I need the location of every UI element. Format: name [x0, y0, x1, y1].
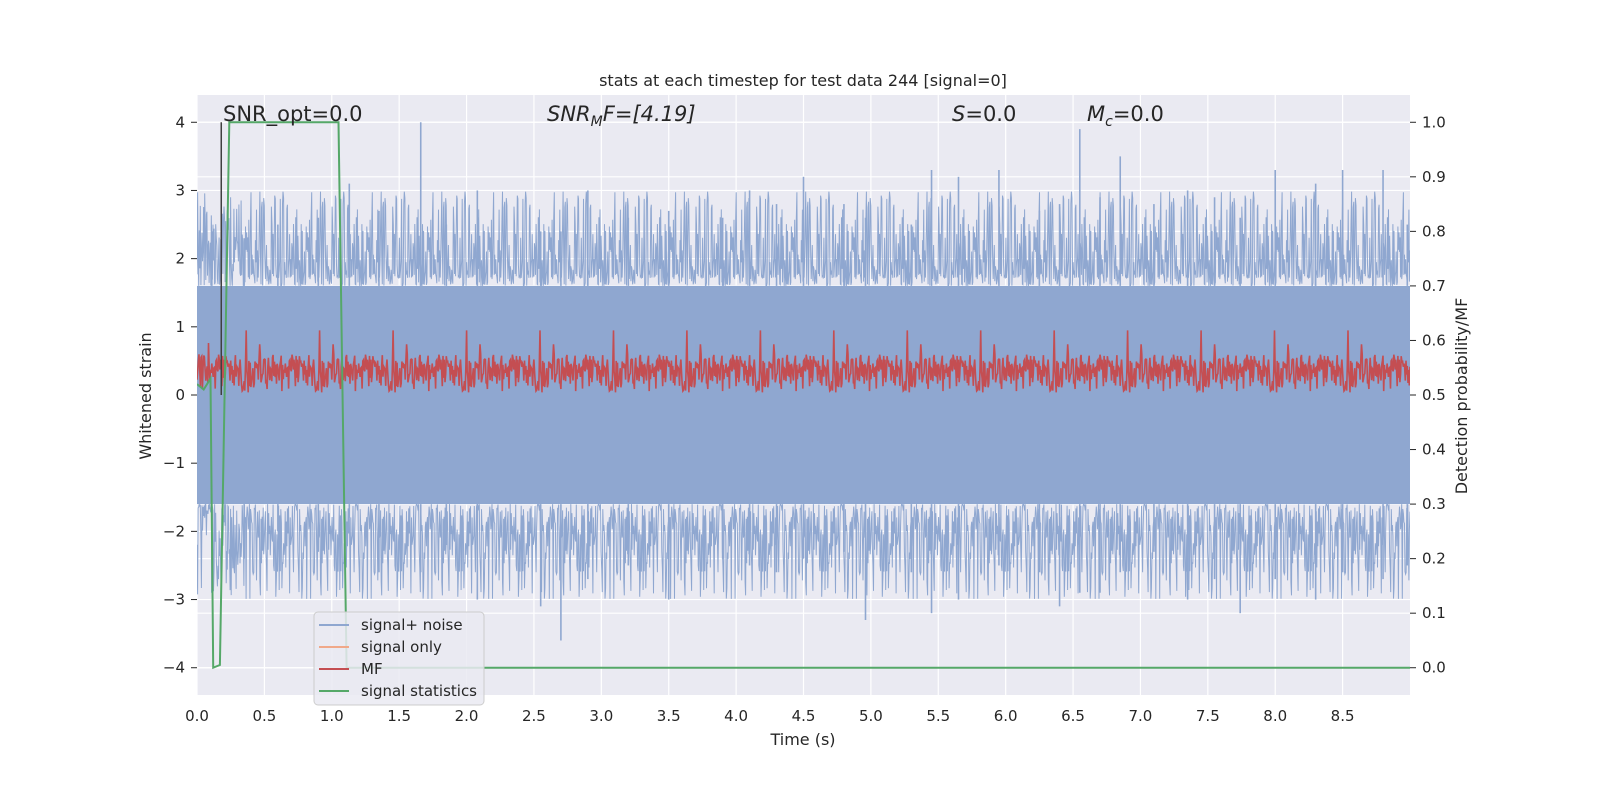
x-tick-label: 0.5 [252, 707, 276, 725]
x-tick-label: 1.5 [387, 707, 411, 725]
y-tick-label-right: 0.3 [1422, 495, 1446, 513]
y-tick-label-left: −4 [163, 659, 185, 677]
x-tick-label: 4.0 [724, 707, 748, 725]
y-tick-label-left: −2 [163, 522, 185, 540]
y-axis-left-label: Whitened strain [136, 332, 155, 459]
chart-title: stats at each timestep for test data 244… [599, 71, 1007, 90]
annotation-mc-main: M [1087, 102, 1105, 126]
series-signal-noise [197, 122, 1410, 641]
x-tick-label: 2.5 [522, 707, 546, 725]
y-tick-label-left: 2 [175, 250, 185, 268]
x-tick-label: 5.0 [859, 707, 883, 725]
annotation-mc-rest: =0.0 [1113, 102, 1164, 126]
x-axis-ticks: 0.0 0.5 1.0 1.5 2.0 2.5 3.0 3.5 4.0 4.5 5.0 5.5 6.0 6… [185, 707, 1354, 725]
x-tick-label: 7.0 [1129, 707, 1153, 725]
x-tick-label: 0.0 [185, 707, 209, 725]
y-tick-label-right: 0.1 [1422, 604, 1446, 622]
plot-area [197, 121, 1410, 670]
y-tick-label-right: 1.0 [1422, 113, 1446, 131]
x-axis-label: Time (s) [769, 730, 835, 749]
annotation-s-main: S [952, 102, 965, 126]
y-tick-label-left: 4 [175, 113, 185, 131]
x-tick-label: 1.0 [320, 707, 344, 725]
mf-trace [197, 330, 1410, 394]
y-axis-right-label: Detection probability/MF [1452, 298, 1471, 495]
y-tick-label-left: −1 [163, 454, 185, 472]
x-tick-label: 8.0 [1263, 707, 1287, 725]
y-tick-label-right: 0.4 [1422, 441, 1446, 459]
noise-band [197, 285, 1410, 505]
annotation-snr-mf-rest: F=[4.19] [603, 102, 696, 126]
y-tick-label-left: −3 [163, 591, 185, 609]
legend-label-signal-statistics: signal statistics [361, 682, 477, 700]
y-tick-label-right: 0.5 [1422, 386, 1446, 404]
x-tick-label: 7.5 [1196, 707, 1220, 725]
annotation-s-rest: =0.0 [965, 102, 1016, 126]
annotation-snr-opt: SNR_opt=0.0 [223, 102, 363, 127]
x-tick-label: 6.0 [994, 707, 1018, 725]
legend-label-signal-only: signal only [361, 638, 442, 656]
x-tick-label: 2.0 [455, 707, 479, 725]
x-tick-label: 3.0 [589, 707, 613, 725]
legend-label-mf: MF [361, 660, 383, 678]
x-tick-label: 4.5 [792, 707, 816, 725]
x-tick-label: 5.5 [926, 707, 950, 725]
annotation-mc: Mc=0.0 [1087, 102, 1164, 130]
annotation-mc-sub: c [1105, 114, 1113, 130]
y-axis-left-ticks: −4 −3 −2 −1 0 1 2 3 4 [163, 113, 197, 677]
y-tick-label-right: 0.6 [1422, 331, 1446, 349]
annotation-s: S=0.0 [952, 102, 1016, 126]
annotation-snr-mf: SNRMF=[4.19] [547, 102, 696, 130]
y-tick-label-left: 0 [175, 386, 185, 404]
legend-box [313, 611, 485, 706]
x-tick-label: 3.5 [657, 707, 681, 725]
annotation-snr-mf-sub: M [591, 114, 603, 130]
y-tick-label-left: 3 [175, 181, 185, 199]
y-axis-right-ticks: 0.0 0.1 0.2 0.3 0.4 0.5 0.6 0.7 0.8 0.9 1.0 [1410, 113, 1446, 677]
legend-label-signal-noise: signal+ noise [361, 616, 463, 634]
legend: signal+ noise signal only MF signal stat… [313, 611, 485, 706]
y-tick-label-right: 0.7 [1422, 277, 1446, 295]
y-tick-label-left: 1 [175, 318, 185, 336]
y-tick-label-right: 0.2 [1422, 550, 1446, 568]
series-mf [197, 330, 1410, 394]
y-tick-label-right: 0.0 [1422, 659, 1446, 677]
y-tick-label-right: 0.9 [1422, 168, 1446, 186]
y-tick-label-right: 0.8 [1422, 222, 1446, 240]
annotation-snr-mf-main: SNR [547, 102, 591, 126]
x-tick-label: 8.5 [1331, 707, 1355, 725]
x-tick-label: 6.5 [1061, 707, 1085, 725]
